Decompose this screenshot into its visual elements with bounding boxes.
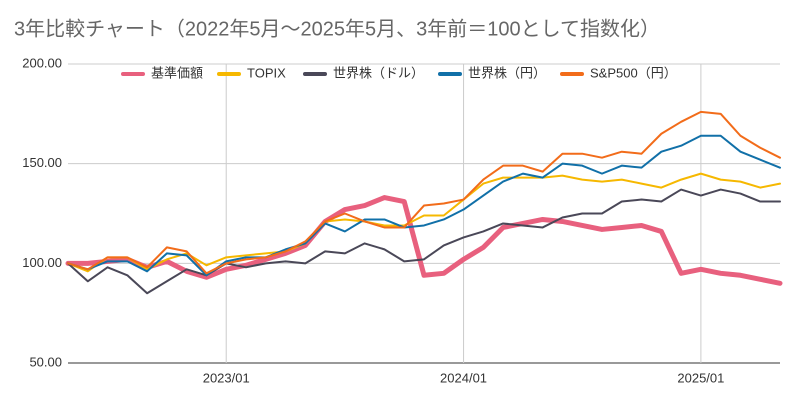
y-tick-label: 50.00 [29, 354, 62, 369]
series-line [67, 188, 781, 295]
y-tick-label: 150.00 [22, 155, 62, 170]
y-tick-label: 100.00 [22, 255, 62, 270]
series-line [67, 172, 781, 273]
chart-title: 3年比較チャート（2022年5月〜2025年5月、3年前＝100として指数化） [14, 17, 660, 40]
series-line [65, 195, 783, 286]
series-line [67, 110, 781, 275]
x-tick-label: 2024/01 [440, 370, 487, 385]
y-tick-label: 200.00 [22, 55, 62, 70]
legend-label: 世界株（ドル） [333, 65, 424, 80]
x-tick-label: 2023/01 [203, 370, 250, 385]
legend-label: S&P500（円） [590, 65, 677, 80]
x-tick-label: 2025/01 [677, 370, 724, 385]
series-line [67, 134, 781, 277]
legend-label: TOPIX [247, 65, 286, 80]
legend-label: 世界株（円） [468, 65, 546, 80]
legend-label: 基準価額 [151, 65, 203, 80]
